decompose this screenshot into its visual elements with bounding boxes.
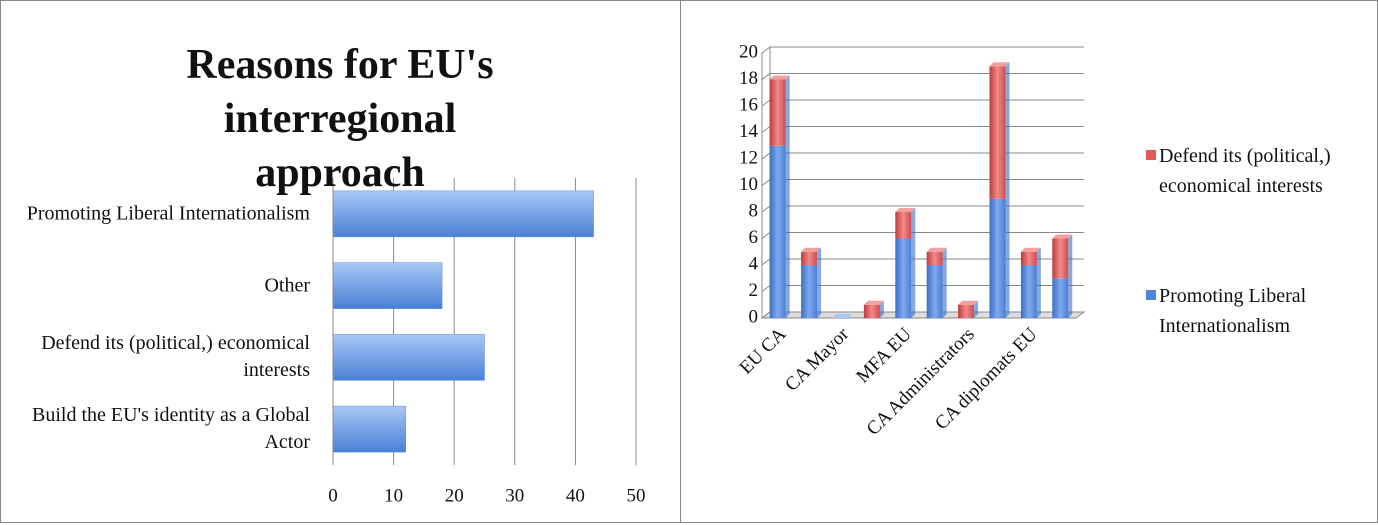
y-tick-label: 16	[739, 94, 758, 115]
bar-segment	[958, 304, 975, 318]
bar-top	[832, 314, 853, 318]
grid-line	[761, 285, 771, 292]
bar-segment	[769, 79, 786, 146]
bar-top	[926, 247, 947, 252]
y-tick-label: 18	[739, 68, 758, 89]
bar-side	[942, 247, 947, 318]
legend-label: Promoting Liberal Internationalism	[1159, 285, 1307, 337]
grid-line	[761, 126, 771, 133]
bar-side	[879, 300, 884, 318]
bar-segment	[895, 212, 912, 239]
bar-top	[1020, 247, 1041, 252]
chart-title: Reasons for EU's interregional approach	[186, 42, 494, 196]
bar-top	[801, 247, 822, 252]
y-tick-label: 20	[739, 41, 758, 62]
bar-segment	[863, 304, 880, 318]
bar-side	[1005, 62, 1010, 318]
bar-segment	[769, 145, 786, 318]
bar-segment	[989, 198, 1006, 318]
bar-segment	[801, 251, 818, 265]
bar-top	[1052, 234, 1073, 239]
x-tick-label: 30	[505, 485, 524, 506]
bar-side	[911, 208, 916, 318]
y-tick-label: Build the EU's identity as a Global Acto…	[31, 404, 310, 454]
bar-top	[958, 300, 979, 305]
grid-line	[761, 46, 771, 54]
bar-top	[989, 62, 1010, 67]
x-tick-label: 40	[566, 485, 585, 506]
y-tick-label: 6	[749, 227, 759, 248]
grid-line	[761, 73, 771, 80]
y-tick-label: 8	[749, 200, 759, 221]
legend-label: Defend its (political,) economical inter…	[1159, 145, 1331, 197]
bar	[332, 262, 443, 309]
bar	[332, 334, 485, 381]
y-tick-label: 4	[749, 253, 759, 274]
y-tick-label: 10	[739, 174, 758, 195]
bar-segment	[926, 251, 943, 265]
grid-line	[761, 179, 771, 186]
x-tick-label: MFA EU	[852, 324, 916, 388]
y-tick-label: 2	[749, 280, 759, 301]
y-tick-label: Defend its (political,) economical inter…	[41, 332, 310, 382]
x-tick-label: 50	[627, 485, 646, 506]
y-tick-label: 0	[749, 306, 759, 327]
x-tick-label: CA Administrators	[863, 324, 979, 440]
grid-line	[761, 311, 771, 319]
bar-side	[1036, 247, 1041, 318]
bar	[332, 405, 406, 453]
y-tick-label: 14	[739, 121, 759, 142]
x-tick-label: CA Mayor	[781, 323, 853, 395]
bar-top	[863, 300, 884, 305]
x-tick-label: 10	[384, 485, 403, 506]
x-tick-label: EU CA	[736, 324, 791, 379]
bar	[332, 190, 594, 238]
y-tick-label: Other	[264, 274, 310, 297]
grid-line	[761, 99, 771, 107]
grid-line	[761, 152, 771, 160]
bar-side	[785, 75, 790, 318]
bar-top	[895, 208, 916, 212]
legend-swatch	[1146, 290, 1156, 300]
bar-side	[817, 247, 822, 318]
x-tick-label: 20	[445, 485, 464, 506]
bar-side	[974, 300, 979, 318]
x-tick-label: 0	[328, 485, 338, 506]
bar-segment	[895, 238, 912, 318]
bar-segment	[989, 66, 1006, 199]
bar-side	[1068, 234, 1073, 318]
grid-line	[761, 232, 771, 239]
bar-segment	[1020, 251, 1037, 265]
bar-segment	[1020, 265, 1037, 318]
bar-segment	[801, 265, 818, 318]
grid-line	[761, 205, 771, 213]
y-tick-label: Promoting Liberal Internationalism	[26, 202, 310, 225]
grid-line	[761, 258, 771, 266]
bar-segment	[926, 265, 943, 318]
bar-segment	[1052, 238, 1069, 279]
legend-swatch	[1146, 150, 1156, 160]
bar-top	[769, 75, 790, 80]
bar-segment	[1052, 278, 1069, 318]
y-tick-label: 12	[739, 147, 758, 168]
